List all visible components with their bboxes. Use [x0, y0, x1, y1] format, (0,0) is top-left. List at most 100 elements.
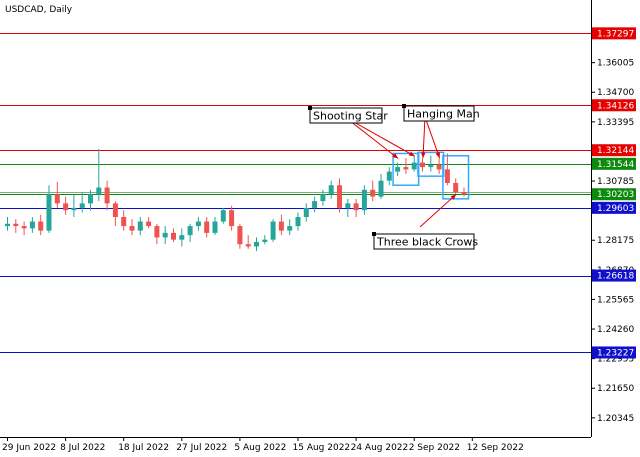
svg-text:Three black Crows: Three black Crows [376, 236, 478, 249]
candle-body-35[interactable] [295, 216, 301, 227]
candle-body-36[interactable] [303, 207, 309, 217]
candle-body-51[interactable] [428, 164, 434, 168]
date-label-2: 18 Jul 2022 [118, 443, 169, 453]
level-tag-5 [592, 201, 636, 214]
candle-body-10[interactable] [88, 194, 93, 204]
candle-body-37[interactable] [312, 201, 318, 208]
candle-body-3[interactable] [29, 221, 35, 229]
candle-body-15[interactable] [129, 226, 135, 231]
candle-body-22[interactable] [187, 226, 193, 236]
candle-body-25[interactable] [212, 221, 218, 233]
candle-body-55[interactable] [461, 192, 467, 195]
candle-body-29[interactable] [245, 244, 251, 247]
candle-body-39[interactable] [328, 185, 334, 195]
candle-body-42[interactable] [353, 203, 359, 211]
candle-body-8[interactable] [71, 207, 77, 211]
hanging-man-arrow-2 [424, 116, 441, 159]
level-tag-1 [592, 99, 636, 112]
level-tag-3 [592, 157, 636, 170]
candle-body-54[interactable] [453, 182, 459, 193]
candle-body-33[interactable] [278, 221, 284, 231]
level-tag-label-6: 1.26618 [597, 272, 634, 282]
candle-body-2[interactable] [21, 226, 27, 229]
date-label-7: 2 Sep 2022 [409, 443, 460, 453]
candle-body-45[interactable] [378, 180, 384, 197]
candle-body-24[interactable] [204, 221, 210, 233]
candle-body-47[interactable] [395, 167, 401, 172]
candle-body-7[interactable] [63, 203, 69, 211]
level-tag-label-5: 1.29603 [597, 204, 634, 214]
candle-body-30[interactable] [254, 241, 259, 247]
price-tick-label-6: 1.28175 [597, 236, 634, 246]
price-tick-label-9: 1.24260 [597, 325, 634, 335]
level-tag-label-2: 1.32144 [597, 146, 634, 156]
date-label-8: 12 Sep 2022 [467, 443, 524, 453]
level-tag-label-4: 1.30203 [597, 190, 634, 200]
date-label-4: 5 Aug 2022 [234, 443, 286, 453]
candle-body-17[interactable] [146, 221, 152, 227]
candle-body-53[interactable] [444, 169, 450, 183]
shooting-star-arrow-1 [344, 116, 399, 159]
three-crows-arrow [419, 193, 457, 228]
svg-text:Hanging Man: Hanging Man [407, 108, 480, 121]
date-label-1: 8 Jul 2022 [60, 443, 105, 453]
level-tag-label-3: 1.31544 [597, 160, 634, 170]
candle-body-13[interactable] [112, 203, 118, 217]
candle-body-12[interactable] [104, 187, 110, 204]
candle-body-27[interactable] [229, 210, 235, 227]
level-tags-layer: 1.37297 1.34126 1.32144 1.31544 1.30203 1.296… [592, 27, 636, 359]
price-tick-label-11: 1.21650 [597, 384, 634, 394]
candle-body-19[interactable] [162, 232, 168, 238]
candle-body-11[interactable] [96, 187, 102, 195]
candle-body-21[interactable] [179, 235, 185, 240]
candle-body-46[interactable] [386, 171, 392, 181]
candle-body-31[interactable] [262, 239, 268, 242]
candle-body-6[interactable] [54, 194, 60, 204]
level-tag-2 [592, 144, 636, 157]
hanging-man-label[interactable]: Hanging Man [402, 104, 480, 122]
candle-body-50[interactable] [420, 162, 425, 168]
candle-body-32[interactable] [270, 221, 276, 240]
three-crows-box [442, 155, 470, 200]
candle-body-9[interactable] [79, 203, 85, 208]
date-label-5: 15 Aug 2022 [293, 443, 351, 453]
date-labels-layer: 29 Jun 2022 8 Jul 2022 18 Jul 2022 27 Jul 2… [2, 437, 524, 453]
candle-body-41[interactable] [345, 203, 351, 208]
candle-body-38[interactable] [320, 194, 326, 202]
candle-body-43[interactable] [361, 189, 367, 211]
candle-body-4[interactable] [38, 221, 44, 231]
price-tick-label-2: 1.33395 [597, 118, 634, 128]
candle-body-52[interactable] [436, 164, 442, 170]
candle-body-40[interactable] [337, 185, 342, 208]
level-tag-0 [592, 27, 636, 40]
candle-body-49[interactable] [411, 162, 417, 170]
candle-body-20[interactable] [171, 232, 176, 240]
chart-title: USDCAD, Daily [5, 5, 73, 15]
price-tick-label-12: 1.20345 [597, 414, 634, 424]
candles-layer [5, 148, 467, 252]
svg-text:Shooting Star: Shooting Star [313, 110, 388, 123]
annotations-layer: Shooting Star Hanging Man Three black Crow… [308, 104, 480, 250]
candle-body-28[interactable] [237, 226, 243, 245]
candle-body-48[interactable] [403, 167, 409, 170]
level-tag-label-1: 1.34126 [597, 101, 634, 111]
three-crows-label[interactable]: Three black Crows [372, 232, 478, 250]
candle-body-0[interactable] [5, 223, 10, 227]
level-tag-label-0: 1.37297 [597, 29, 634, 39]
candle-body-23[interactable] [195, 221, 201, 227]
shooting-star-arrow-2 [344, 116, 415, 157]
shooting-star-label[interactable]: Shooting Star [308, 106, 388, 124]
candle-body-34[interactable] [287, 226, 293, 231]
candle-body-18[interactable] [154, 226, 160, 238]
candle-body-1[interactable] [13, 223, 19, 227]
level-tag-4 [592, 188, 636, 201]
candle-body-16[interactable] [137, 221, 143, 231]
candle-body-14[interactable] [121, 216, 127, 227]
price-tick-label-4: 1.30785 [597, 177, 634, 187]
candle-body-5[interactable] [46, 194, 52, 231]
hanging-man-arrow-1 [420, 116, 426, 159]
candle-body-44[interactable] [370, 189, 376, 197]
candle-body-26[interactable] [220, 210, 226, 222]
price-tick-label-1: 1.34700 [597, 88, 634, 98]
